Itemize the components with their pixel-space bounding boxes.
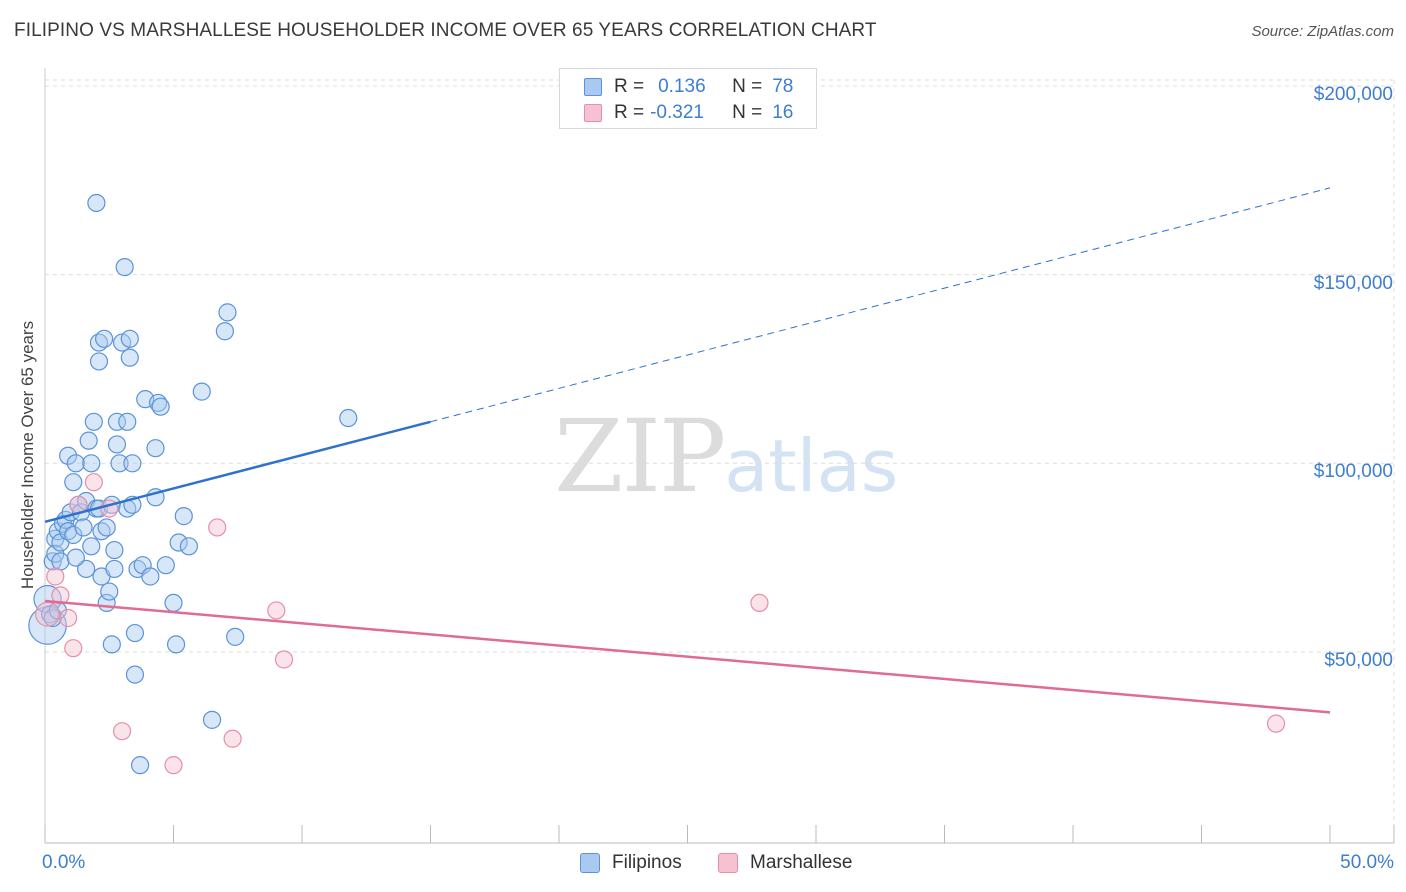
legend-row-filipinos: R = 0.136 N = 78 (584, 75, 793, 99)
filipinos-point (79, 431, 98, 450)
marshallese-point (51, 586, 70, 605)
legend-label-marshallese: Marshallese (750, 852, 853, 873)
filipinos-point (105, 559, 124, 579)
grid-lines (45, 79, 1395, 843)
legend-r-value: -0.321 (650, 102, 704, 123)
chart-title: FILIPINO VS MARSHALLESE HOUSEHOLDER INCO… (14, 20, 877, 41)
filipinos-point (59, 446, 78, 465)
filipinos-point (146, 439, 165, 458)
filipinos-point (202, 710, 222, 729)
filipinos-point (102, 635, 121, 654)
marshallese-point (64, 639, 83, 658)
filipinos-point (141, 567, 160, 586)
filipinos-point (87, 193, 106, 213)
filipinos-point (118, 412, 137, 431)
filipinos-point (164, 593, 183, 613)
axes (44, 68, 1395, 844)
filipinos-point (100, 582, 119, 601)
legend-swatch-blue (584, 78, 602, 96)
filipinos-point (33, 584, 62, 614)
filipinos-point (192, 382, 211, 401)
x-tick-label-min: 0.0% (42, 852, 86, 873)
marshallese-point (750, 593, 769, 613)
y-tick-label: $200,000 (1313, 84, 1393, 105)
y-tick-label: $50,000 (1324, 649, 1393, 671)
filipinos-point (66, 548, 85, 567)
stats-legend: R = 0.136 N = 78 R = -0.321 N = 16 (559, 68, 817, 129)
filipinos-point (151, 397, 170, 416)
filipinos-point (89, 352, 109, 371)
filipinos-point (105, 540, 124, 560)
marshallese-point (274, 650, 294, 669)
marshallese-point (208, 518, 227, 537)
legend-item-marshallese: Marshallese (718, 852, 852, 874)
marshallese-point (267, 601, 286, 620)
filipinos-point (215, 322, 234, 341)
filipinos-point (97, 518, 116, 537)
legend-swatch-pink (718, 853, 738, 873)
filipinos-point (120, 329, 139, 348)
filipinos-point (51, 552, 70, 571)
filipinos-point (174, 507, 193, 526)
filipinos-point (125, 665, 145, 684)
legend-row-marshallese: R = -0.321 N = 16 (584, 101, 793, 125)
legend-swatch-pink (584, 104, 602, 122)
filipinos-trend-line (44, 420, 431, 523)
marshallese-point (84, 473, 103, 492)
filipinos-point (84, 412, 103, 431)
trend-lines (44, 187, 1331, 714)
filipinos-trend-extension (430, 187, 1331, 423)
marshallese-point (223, 729, 242, 748)
marshallese-point (112, 722, 132, 741)
filipinos-point (169, 533, 188, 552)
marshallese-point (59, 608, 78, 628)
data-points (28, 193, 1286, 775)
y-axis-label: Householder Income Over 65 years (18, 320, 37, 590)
legend-label-filipinos: Filipinos (612, 852, 682, 873)
marshallese-point (1266, 714, 1286, 733)
filipinos-point (107, 435, 127, 454)
filipinos-point (64, 525, 83, 545)
filipinos-point (77, 559, 96, 579)
filipinos-point (82, 537, 101, 556)
filipinos-point (226, 627, 245, 646)
filipinos-point (74, 518, 93, 537)
x-tick-label-max: 50.0% (1340, 852, 1394, 873)
filipinos-point (107, 412, 127, 431)
filipinos-point (166, 635, 186, 654)
filipinos-point (156, 556, 175, 575)
legend-r-value: 0.136 (658, 76, 706, 97)
marshallese-point (46, 567, 65, 586)
legend-r-label: R = (614, 76, 645, 97)
legend-swatch-blue (580, 853, 600, 873)
legend-n-label: N = (732, 76, 763, 97)
marshallese-point (164, 756, 183, 775)
legend-n-value: 78 (772, 76, 794, 97)
filipinos-point (120, 348, 139, 367)
filipinos-point (64, 473, 83, 492)
source-label: Source: ZipAtlas.com (1251, 23, 1394, 40)
filipinos-point (218, 303, 237, 322)
filipinos-point (110, 454, 129, 473)
legend-item-filipinos: Filipinos (580, 852, 682, 874)
filipinos-point (179, 537, 199, 556)
filipinos-point (82, 454, 101, 473)
filipinos-point (115, 258, 134, 277)
marshallese-point (35, 601, 61, 627)
y-tick-label: $100,000 (1313, 461, 1393, 483)
filipinos-point (66, 454, 85, 473)
filipinos-point (125, 623, 145, 643)
legend-r-label: R = (614, 102, 645, 123)
filipinos-point (130, 756, 150, 775)
marshallese-trend-line (44, 599, 1331, 714)
legend-n-label: N = (732, 102, 763, 123)
filipinos-point (123, 454, 142, 473)
filipinos-point (339, 408, 358, 428)
y-tick-label: $150,000 (1313, 272, 1393, 294)
filipinos-point (95, 329, 114, 348)
legend-n-value: 16 (772, 102, 794, 123)
